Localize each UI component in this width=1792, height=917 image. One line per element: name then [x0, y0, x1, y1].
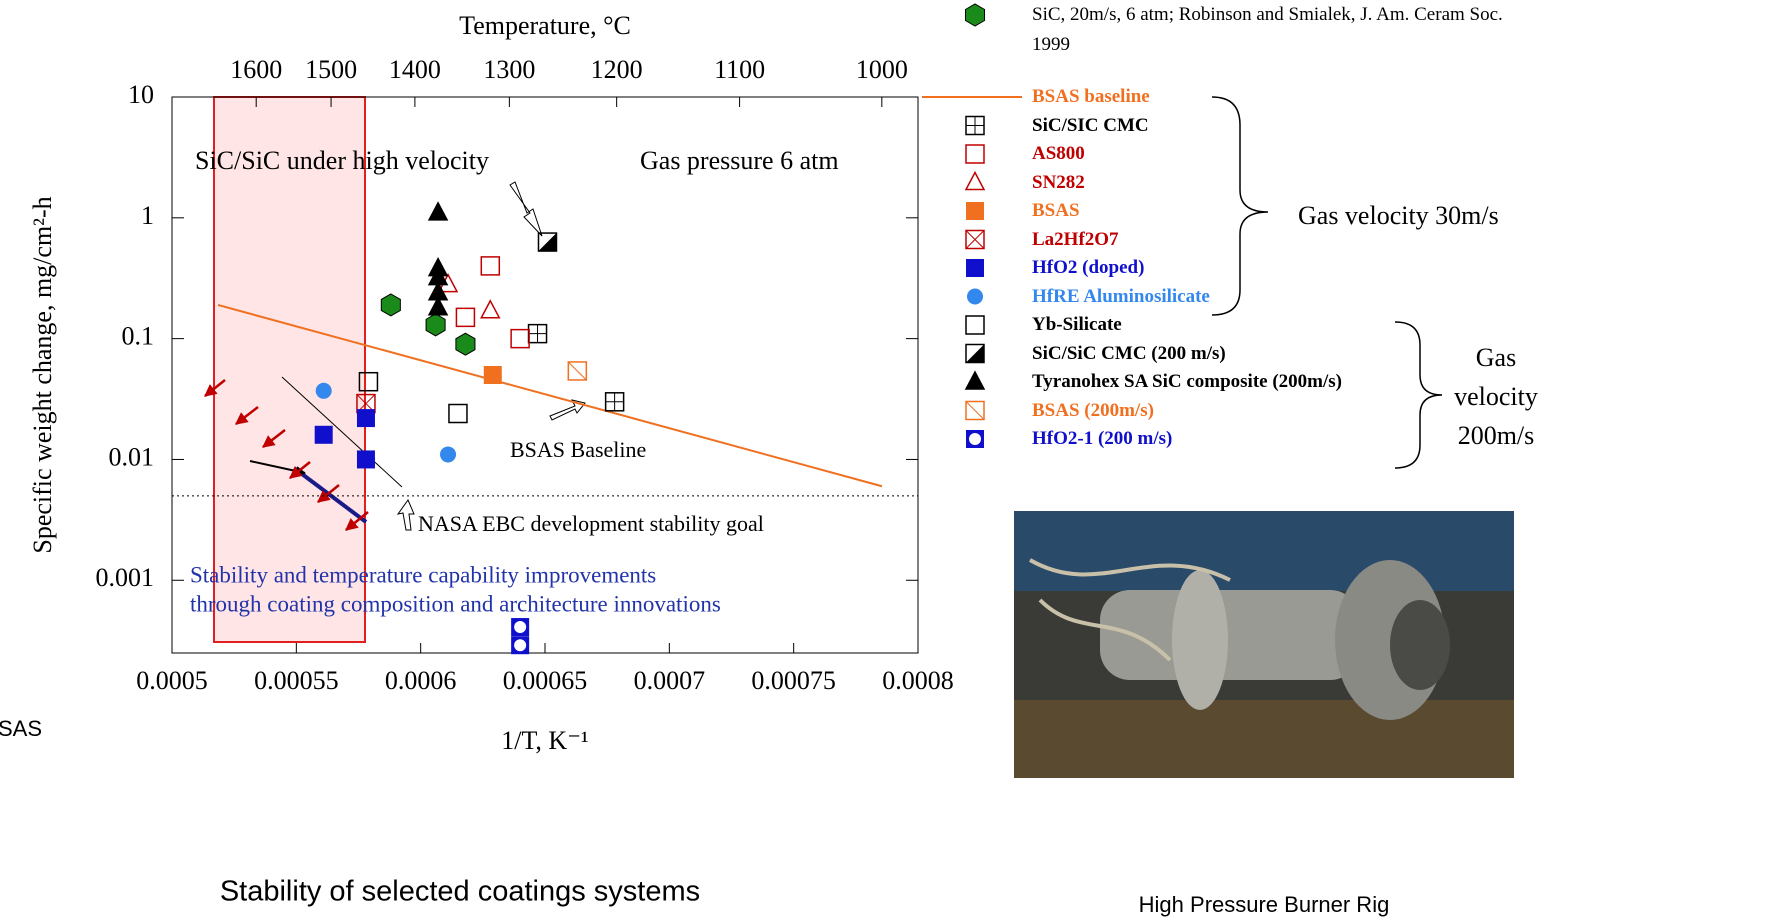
point — [529, 325, 547, 343]
x2-tick-label: 1400 — [389, 55, 441, 84]
point — [426, 314, 445, 336]
legend-entry: Yb-Silicate — [1032, 311, 1452, 339]
point — [381, 294, 400, 316]
legend-swatch — [965, 4, 984, 26]
legend-entry-text: HfO2-1 (200 m/s) — [1032, 425, 1452, 453]
x-tick-label: 0.00065 — [503, 666, 588, 695]
point — [440, 446, 456, 462]
x-tick-label: 0.00075 — [751, 666, 836, 695]
legend-entry: BSAS baseline — [1032, 83, 1452, 111]
legend-swatch — [966, 430, 984, 448]
legend-swatch — [966, 202, 984, 220]
x2-tick-label: 1200 — [591, 55, 643, 84]
legend-swatch — [966, 145, 984, 163]
x2-tick-label: 1300 — [483, 55, 535, 84]
y-axis-title: Specific weight change, mg/cm²-h — [28, 196, 57, 553]
annotation: through coating composition and architec… — [190, 591, 721, 616]
photo-caption: High Pressure Burner Rig — [1139, 892, 1390, 917]
caption: Stability of selected coatings systems — [220, 876, 700, 908]
legend-entry: BSAS — [1032, 197, 1452, 225]
x2-tick-label: 1600 — [230, 55, 282, 84]
point — [481, 301, 499, 318]
point — [315, 426, 333, 444]
legend-swatch — [967, 289, 983, 305]
point — [511, 636, 529, 654]
legend-entry: SiC, 20m/s, 6 atm; Robinson and Smialek,… — [1032, 0, 1552, 64]
legend-entry: HfO2-1 (200 m/s) — [1032, 425, 1452, 453]
highlight-region — [214, 97, 365, 642]
point — [481, 257, 499, 275]
legend-entry-text: AS800 — [1032, 140, 1452, 168]
y-tick-label: 0.001 — [96, 563, 155, 592]
legend-swatch — [966, 372, 984, 389]
x2-tick-label: 1500 — [305, 55, 357, 84]
x-tick-label: 0.0008 — [882, 666, 954, 695]
legend-swatch — [966, 402, 984, 420]
hollow-arrow — [398, 500, 414, 530]
point — [449, 405, 467, 423]
annotation: SiC/SiC under high velocity — [195, 146, 489, 175]
legend-entry: SiC/SiC CMC (200 m/s) — [1032, 340, 1452, 368]
legend-entry: Tyranohex SA SiC composite (200m/s) — [1032, 368, 1452, 396]
legend-entry-text: HfRE Aluminosilicate — [1032, 283, 1452, 311]
y-tick-label: 0.1 — [122, 322, 155, 351]
y-tick-label: 10 — [128, 80, 154, 109]
legend-entry-text: La2Hf2O7 — [1032, 226, 1452, 254]
legend-swatch — [966, 259, 984, 277]
group-label: Gas velocity 200m/s — [1446, 338, 1566, 458]
point — [357, 409, 375, 427]
legend-swatch — [966, 345, 984, 363]
point — [316, 383, 332, 399]
point — [511, 618, 529, 636]
point — [606, 393, 624, 411]
legend-swatch — [966, 316, 984, 334]
legend-entry: AS800 — [1032, 140, 1452, 168]
legend-entry: SN282 — [1032, 169, 1452, 197]
legend-entry: HfO2 (doped) — [1032, 254, 1452, 282]
page: High Pressure Burner Rig SAS 0.0005 0.000… — [0, 0, 1792, 917]
point — [484, 366, 502, 384]
hollow-arrow — [510, 182, 542, 236]
x2-tick-label: 1100 — [714, 55, 765, 84]
point — [568, 362, 586, 380]
legend-entry: HfRE Aluminosilicate — [1032, 283, 1452, 311]
annotation: Gas pressure 6 atm — [640, 146, 839, 175]
x-tick-label: 0.0005 — [136, 666, 208, 695]
point — [456, 333, 475, 355]
x-tick-label: 0.00055 — [254, 666, 339, 695]
y-tick-label: 0.01 — [109, 442, 155, 471]
y-tick-label: 1 — [141, 201, 154, 230]
legend-swatch — [966, 231, 984, 249]
legend-entry: SiC/SIC CMC — [1032, 112, 1452, 140]
legend-entry: BSAS (200m/s) — [1032, 397, 1452, 425]
legend-entry-text: Yb-Silicate — [1032, 311, 1452, 339]
side-label: SAS — [0, 716, 42, 741]
x-tick-label: 0.0007 — [634, 666, 706, 695]
point — [511, 330, 529, 348]
legend-entry-text: SiC/SIC CMC — [1032, 112, 1452, 140]
legend-entry-text: SiC/SiC CMC (200 m/s) — [1032, 340, 1452, 368]
legend-entry-text: SiC, 20m/s, 6 atm; Robinson and Smialek,… — [1032, 0, 1532, 60]
annotation: Stability and temperature capability imp… — [190, 562, 656, 587]
x2-axis-title: Temperature, °C — [459, 11, 631, 40]
legend-entry-text: BSAS (200m/s) — [1032, 397, 1452, 425]
legend-entry-text: HfO2 (doped) — [1032, 254, 1452, 282]
annotation: BSAS Baseline — [510, 437, 646, 462]
x-tick-label: 0.0006 — [385, 666, 457, 695]
photo — [1014, 511, 1514, 778]
legend-swatch — [966, 117, 984, 135]
legend-entry-text: Tyranohex SA SiC composite (200m/s) — [1032, 368, 1452, 396]
group-label-text: Gas velocity 200m/s — [1446, 338, 1546, 455]
legend-entry-text: BSAS — [1032, 197, 1452, 225]
point — [456, 308, 474, 326]
legend-entry-text: BSAS baseline — [1032, 83, 1452, 111]
legend-entry-text: SN282 — [1032, 169, 1452, 197]
annotation: NASA EBC development stability goal — [418, 511, 764, 536]
x2-tick-label: 1000 — [856, 55, 908, 84]
legend-entry: La2Hf2O7 — [1032, 226, 1452, 254]
point — [357, 450, 375, 468]
point — [429, 203, 447, 220]
legend-swatch — [966, 173, 984, 190]
x-axis-title: 1/T, K⁻¹ — [501, 726, 588, 755]
